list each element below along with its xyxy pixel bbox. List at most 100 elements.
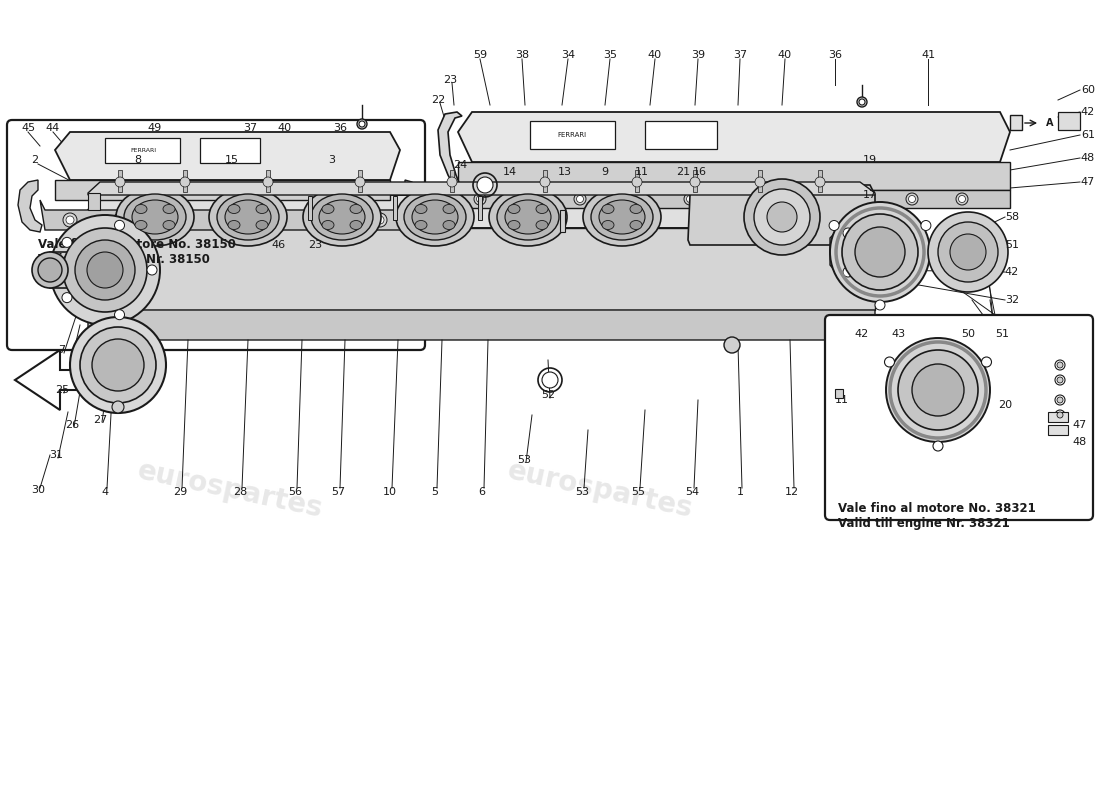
- Polygon shape: [18, 180, 42, 232]
- Circle shape: [116, 216, 124, 224]
- Text: 51: 51: [996, 329, 1009, 339]
- Bar: [635, 170, 639, 192]
- Circle shape: [933, 441, 943, 451]
- Circle shape: [114, 310, 124, 320]
- Circle shape: [754, 189, 810, 245]
- Circle shape: [447, 177, 456, 187]
- Circle shape: [62, 238, 72, 247]
- Circle shape: [527, 195, 534, 202]
- Circle shape: [686, 195, 693, 202]
- Bar: [183, 170, 187, 192]
- Circle shape: [1057, 397, 1063, 403]
- Ellipse shape: [415, 205, 427, 214]
- Circle shape: [631, 195, 638, 202]
- Ellipse shape: [135, 205, 147, 214]
- Text: 4: 4: [101, 487, 109, 497]
- Bar: [308, 196, 312, 220]
- Polygon shape: [688, 185, 874, 245]
- Text: 47: 47: [1072, 420, 1087, 430]
- Text: 46: 46: [271, 240, 285, 250]
- Ellipse shape: [404, 194, 466, 240]
- Polygon shape: [88, 195, 875, 228]
- Text: 53: 53: [575, 487, 589, 497]
- Ellipse shape: [602, 221, 614, 230]
- Text: 54: 54: [685, 487, 700, 497]
- Bar: [200, 138, 260, 163]
- Circle shape: [116, 177, 125, 187]
- Circle shape: [755, 177, 764, 187]
- Circle shape: [877, 228, 887, 238]
- Text: 2: 2: [32, 155, 39, 165]
- Circle shape: [632, 177, 642, 187]
- Polygon shape: [458, 162, 1010, 190]
- Ellipse shape: [505, 200, 551, 234]
- Text: 26: 26: [65, 420, 79, 430]
- Polygon shape: [458, 112, 1010, 162]
- Polygon shape: [88, 228, 100, 310]
- Text: 40: 40: [778, 50, 792, 60]
- Text: 40: 40: [648, 50, 662, 60]
- Circle shape: [629, 193, 641, 205]
- Polygon shape: [438, 112, 462, 212]
- Text: 53: 53: [517, 455, 531, 465]
- Circle shape: [958, 195, 966, 202]
- Ellipse shape: [415, 221, 427, 230]
- Ellipse shape: [163, 205, 175, 214]
- Circle shape: [956, 193, 968, 205]
- Circle shape: [70, 317, 166, 413]
- Circle shape: [476, 195, 484, 202]
- Circle shape: [540, 177, 550, 187]
- Text: 60: 60: [1081, 85, 1094, 95]
- Text: 24: 24: [453, 160, 468, 170]
- Text: 19: 19: [862, 155, 877, 165]
- Ellipse shape: [209, 188, 287, 246]
- Circle shape: [950, 234, 986, 270]
- Polygon shape: [100, 228, 875, 310]
- Bar: [266, 170, 270, 192]
- Polygon shape: [40, 200, 410, 230]
- Circle shape: [576, 195, 583, 202]
- Text: eurospartes: eurospartes: [505, 277, 695, 343]
- Bar: [540, 210, 544, 232]
- Ellipse shape: [135, 221, 147, 230]
- Text: 38: 38: [515, 50, 529, 60]
- Circle shape: [742, 193, 754, 205]
- Text: 16: 16: [693, 167, 707, 177]
- Ellipse shape: [132, 200, 178, 234]
- Bar: [478, 196, 482, 220]
- Ellipse shape: [602, 205, 614, 214]
- Circle shape: [221, 216, 229, 224]
- Polygon shape: [15, 350, 95, 410]
- Circle shape: [802, 195, 808, 202]
- Polygon shape: [55, 132, 400, 180]
- Text: 36: 36: [333, 123, 346, 133]
- Circle shape: [112, 401, 124, 413]
- Text: 32: 32: [1005, 295, 1019, 305]
- Circle shape: [163, 213, 177, 227]
- Ellipse shape: [350, 221, 362, 230]
- Circle shape: [113, 213, 127, 227]
- Bar: [1058, 112, 1080, 130]
- Circle shape: [1057, 377, 1063, 383]
- Circle shape: [859, 99, 865, 105]
- Circle shape: [744, 179, 820, 255]
- Text: 55: 55: [631, 487, 645, 497]
- Ellipse shape: [536, 205, 548, 214]
- Text: 27: 27: [92, 415, 107, 425]
- Text: 36: 36: [828, 50, 842, 60]
- Text: 12: 12: [785, 487, 799, 497]
- Circle shape: [829, 221, 839, 230]
- Text: A: A: [1046, 118, 1054, 128]
- Bar: [358, 170, 362, 192]
- Bar: [450, 170, 454, 192]
- Ellipse shape: [322, 221, 334, 230]
- Circle shape: [884, 357, 894, 367]
- Circle shape: [1057, 362, 1063, 368]
- Text: FERRARI: FERRARI: [558, 132, 586, 138]
- Text: 34: 34: [561, 50, 575, 60]
- Ellipse shape: [311, 194, 373, 240]
- Text: Vale fino al motore No. 38321
Valid till engine Nr. 38321: Vale fino al motore No. 38321 Valid till…: [838, 502, 1036, 530]
- Ellipse shape: [443, 221, 455, 230]
- Circle shape: [376, 216, 384, 224]
- Text: 50: 50: [961, 329, 975, 339]
